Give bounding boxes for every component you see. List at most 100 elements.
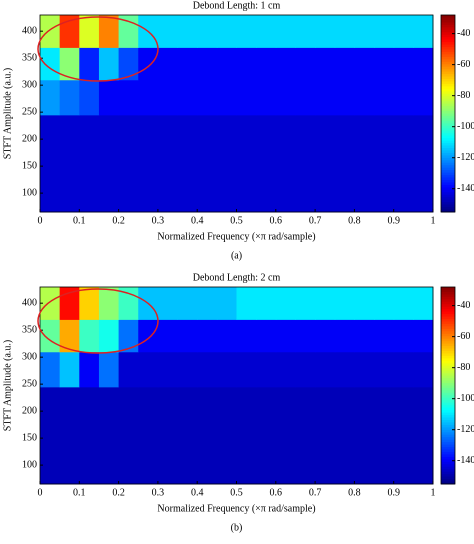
x-tick-label: 0.8 <box>348 487 361 498</box>
colorbar-step <box>441 115 455 119</box>
heat-cell <box>295 287 316 320</box>
colorbar-step <box>441 207 455 211</box>
heat-cell <box>334 47 355 81</box>
colorbar-step <box>441 123 455 127</box>
heat-cell <box>334 79 355 116</box>
heat-cell <box>315 47 336 81</box>
y-tick-label: 150 <box>22 160 37 171</box>
heat-cell <box>216 351 237 388</box>
heat-cell <box>197 114 218 213</box>
colorbar-step <box>441 442 455 446</box>
colorbar-step <box>441 439 455 443</box>
heat-cell <box>334 351 355 388</box>
heat-cell <box>98 386 120 485</box>
colorbar-step <box>441 348 455 352</box>
heat-cell <box>216 79 237 116</box>
heat-cell <box>98 114 120 213</box>
heat-cell <box>275 114 296 213</box>
heat-cell <box>216 386 237 485</box>
colorbar-step <box>441 444 455 448</box>
colorbar-tick-label: -140 <box>457 455 474 466</box>
colorbar-step <box>441 199 455 203</box>
colorbar-step <box>441 15 455 18</box>
colorbar-step <box>441 424 455 428</box>
x-tick-label: 0.9 <box>387 215 400 226</box>
colorbar-step <box>441 165 455 169</box>
colorbar-step <box>441 338 455 342</box>
heat-cell <box>354 386 375 485</box>
heat-cell <box>374 15 395 48</box>
heat-cell <box>275 386 296 485</box>
colorbar-step <box>441 400 455 404</box>
colorbar-step <box>441 189 455 193</box>
colorbar-step <box>441 328 455 332</box>
heat-cell <box>177 15 198 48</box>
heat-cell <box>79 386 100 485</box>
colorbar-step <box>441 19 455 23</box>
heat-cell <box>315 351 336 388</box>
heat-cell <box>315 386 336 485</box>
y-tick-label: 300 <box>22 351 37 362</box>
colorbar-tick-label: -120 <box>457 424 474 435</box>
colorbar-step <box>441 343 455 347</box>
caption: (b) <box>231 522 243 533</box>
heat-cell <box>79 319 100 353</box>
heat-cell <box>216 15 237 48</box>
colorbar-step <box>441 98 455 102</box>
heat-cell <box>98 351 120 388</box>
colorbar-step <box>441 24 455 28</box>
heat-cell <box>216 114 237 213</box>
colorbar-step <box>441 402 455 406</box>
colorbar-step <box>441 66 455 70</box>
colorbar-step <box>441 469 455 473</box>
colorbar-step <box>441 331 455 335</box>
colorbar-step <box>441 106 455 110</box>
colorbar-step <box>441 29 455 33</box>
colorbar-tick-label: -40 <box>457 300 470 311</box>
colorbar-step <box>441 395 455 399</box>
colorbar-step <box>441 333 455 337</box>
heat-cell <box>98 79 120 116</box>
colorbar-step <box>441 466 455 470</box>
heat-cell <box>40 15 61 48</box>
colorbar-step <box>441 397 455 401</box>
colorbar-step <box>441 101 455 105</box>
heat-cell <box>98 319 120 353</box>
y-axis-label: STFT Amplitude (a.u.) <box>2 340 13 431</box>
x-tick-label: 0.1 <box>73 215 86 226</box>
x-tick-label: 0.8 <box>348 215 361 226</box>
colorbar-step <box>441 135 455 139</box>
colorbar-step <box>441 49 455 53</box>
heat-cell <box>138 319 159 353</box>
highlight-ellipse <box>37 288 159 354</box>
colorbar-step <box>441 177 455 181</box>
colorbar-step <box>441 434 455 438</box>
heat-cell <box>59 319 80 353</box>
colorbar-step <box>441 319 455 322</box>
heat-cell <box>413 386 434 485</box>
y-tick-label: 250 <box>22 378 37 389</box>
heat-cell <box>177 79 198 116</box>
y-tick-label: 200 <box>22 133 37 144</box>
colorbar-step <box>441 407 455 411</box>
colorbar-step <box>441 133 455 137</box>
colorbar-step <box>441 447 455 451</box>
x-tick-label: 0.9 <box>387 487 400 498</box>
heat-cell <box>157 114 179 213</box>
colorbar-step <box>441 291 455 295</box>
heat-cell <box>393 79 414 116</box>
colorbar-step <box>441 138 455 142</box>
x-tick-label: 0.7 <box>309 215 322 226</box>
colorbar-step <box>441 140 455 144</box>
heat-cell <box>256 386 277 485</box>
heat-cell <box>236 287 257 320</box>
colorbar-step <box>441 316 455 320</box>
heat-cell <box>354 79 375 116</box>
colorbar-step <box>441 309 455 313</box>
colorbar-step <box>441 111 455 114</box>
colorbar-step <box>441 314 455 318</box>
colorbar-step <box>441 37 455 41</box>
colorbar-step <box>441 120 455 124</box>
highlight-ellipse <box>37 16 159 82</box>
y-tick-label: 400 <box>22 297 37 308</box>
